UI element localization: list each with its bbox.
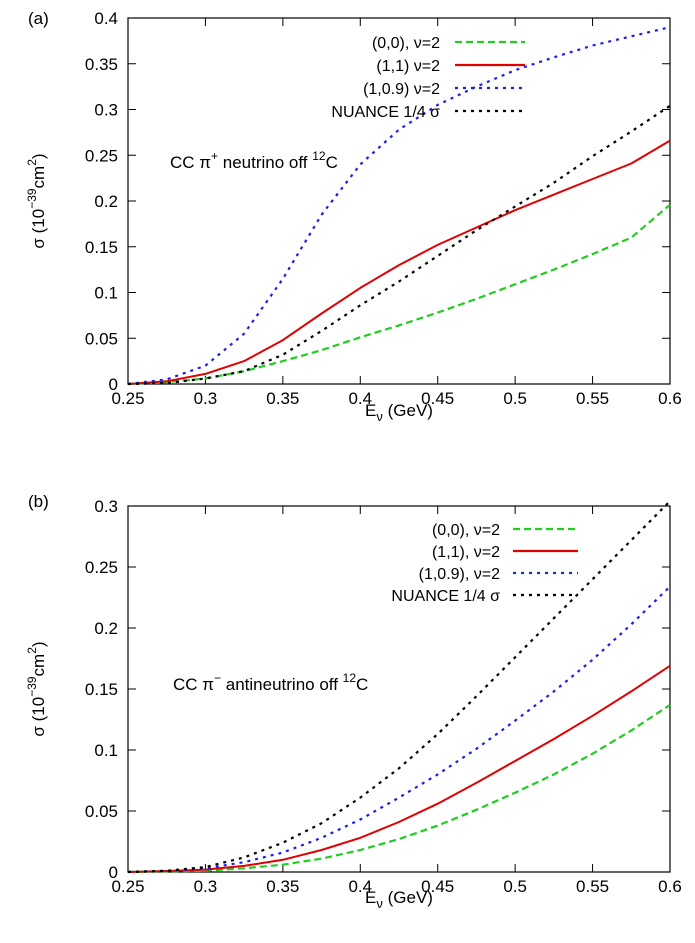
series-line-2 (127, 26, 671, 386)
series-line-1 (127, 664, 671, 873)
x-axis-label: Eν (GeV) (365, 888, 433, 911)
x-tick-label: 0.25 (111, 877, 144, 896)
x-axis-label: Eν (GeV) (365, 401, 433, 424)
legend-label-0: (0,0), ν=2 (372, 35, 440, 52)
y-tick-label: 0.3 (94, 497, 118, 516)
y-tick-label: 0.4 (94, 9, 118, 28)
y-tick-label: 0.05 (85, 802, 118, 821)
series-line-3 (127, 104, 671, 386)
y-tick-label: 0.15 (85, 680, 118, 699)
y-tick-label: 0.1 (94, 741, 118, 760)
x-tick-label: 0.45 (421, 877, 454, 896)
series-line-1 (127, 139, 671, 385)
y-tick-label: 0.05 (85, 329, 118, 348)
x-tick-label: 0.55 (576, 389, 609, 408)
legend-label-2: (1,0.9), ν=2 (419, 566, 500, 583)
chart-panel-b: 0 0.05 0.1 0.15 0.2 0.25 0.3 0.25 0.3 0.35 0.4 0.45… (25, 492, 682, 911)
chart-annotation: CC π− antineutrino off 12C (173, 671, 368, 694)
legend-label-1: (1,1) ν=2 (376, 58, 440, 75)
panel-label: (b) (28, 492, 49, 511)
y-tick-label: 0.1 (94, 284, 118, 303)
y-tick-label: 0 (109, 375, 118, 394)
x-tick-label: 0.4 (348, 389, 372, 408)
y-axis-label: σ (10−39cm2) (25, 641, 48, 736)
y-tick-label: 0.35 (85, 55, 118, 74)
x-tick-label: 0.45 (421, 389, 454, 408)
x-tick-label: 0.6 (658, 877, 682, 896)
legend-label-1: (1,1), ν=2 (432, 544, 500, 561)
series-line-3 (127, 500, 671, 874)
x-tick-label: 0.5 (503, 389, 527, 408)
series-line-0 (127, 703, 671, 874)
panel-label: (a) (28, 9, 49, 28)
x-tick-label: 0.25 (111, 389, 144, 408)
y-tick-label: 0.25 (85, 558, 118, 577)
x-tick-label: 0.6 (658, 389, 682, 408)
x-tick-label: 0.5 (503, 877, 527, 896)
y-tick-label: 0.15 (85, 238, 118, 257)
chart-panel-a: 0 0.05 0.1 0.15 0.2 0.25 0.3 0.35 0.4 0.25 0.3 0.35… (25, 9, 682, 424)
x-tick-label: 0.55 (576, 877, 609, 896)
series-line-0 (127, 203, 671, 386)
x-tick-label: 0.3 (194, 389, 218, 408)
y-tick-label: 0.2 (94, 192, 118, 211)
series-line-2 (127, 585, 671, 874)
x-tick-label: 0.4 (348, 877, 372, 896)
legend-label-2: (1,0.9) ν=2 (363, 81, 440, 98)
y-tick-label: 0.25 (85, 146, 118, 165)
y-tick-label: 0 (109, 863, 118, 882)
y-tick-label: 0.2 (94, 619, 118, 638)
y-tick-label: 0.3 (94, 101, 118, 120)
legend-label-3: NUANCE 1/4 σ (331, 104, 440, 121)
y-axis-label: σ (10−39cm2) (25, 153, 48, 248)
legend-label-0: (0,0), ν=2 (432, 522, 500, 539)
x-tick-label: 0.3 (194, 877, 218, 896)
chart-annotation: CC π+ neutrino off 12C (170, 149, 338, 172)
legend-label-3: NUANCE 1/4 σ (391, 588, 500, 605)
x-tick-label: 0.35 (266, 389, 299, 408)
x-tick-label: 0.35 (266, 877, 299, 896)
